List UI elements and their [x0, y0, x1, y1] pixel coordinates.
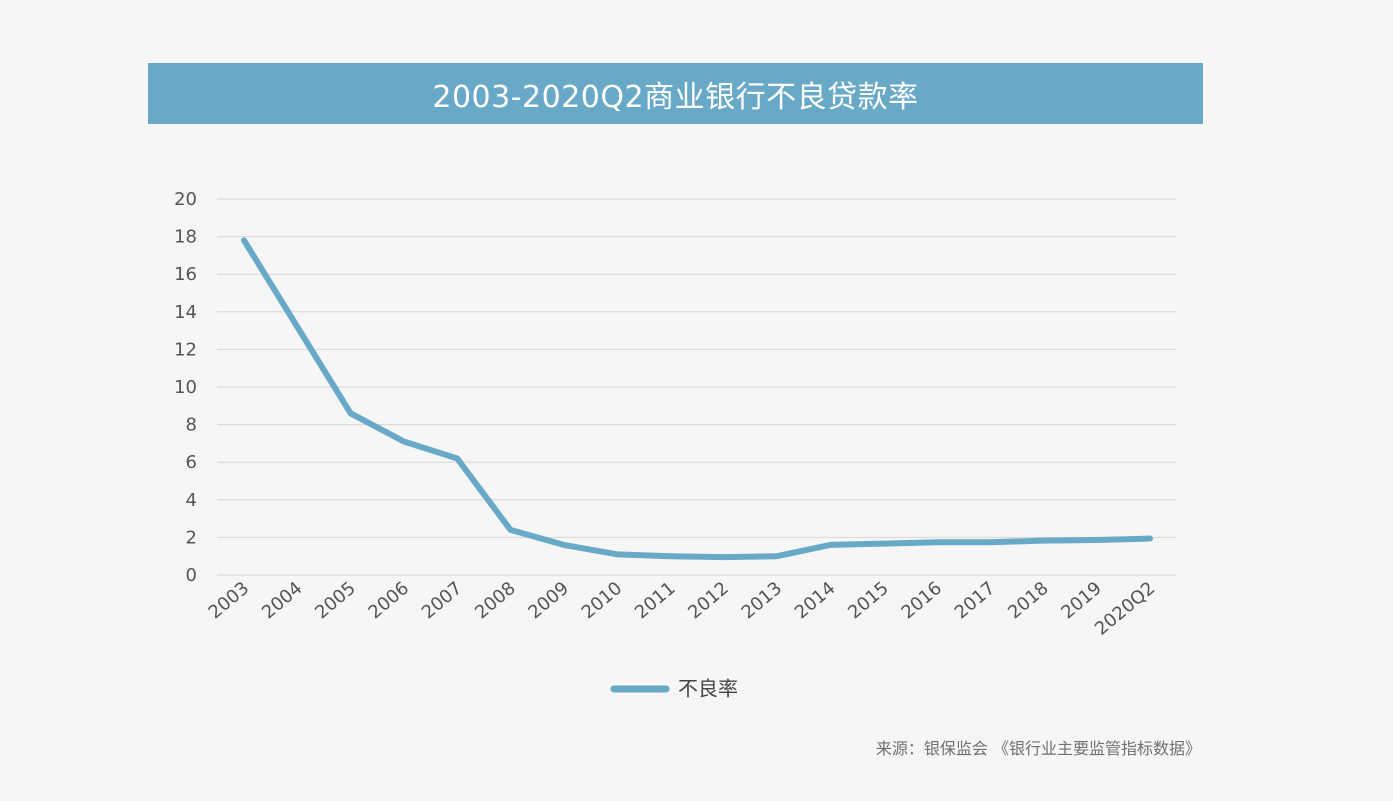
y-tick-label: 2 — [186, 527, 197, 548]
y-tick-label: 0 — [186, 565, 197, 586]
x-tick-label: 2017 — [951, 578, 1000, 624]
x-tick-label: 2011 — [631, 578, 680, 624]
x-tick-label: 2006 — [365, 578, 414, 624]
x-tick-label: 2018 — [1004, 578, 1053, 624]
x-tick-label: 2014 — [791, 578, 840, 624]
x-tick-label: 2007 — [418, 578, 467, 624]
x-tick-label: 2015 — [844, 578, 893, 624]
x-tick-label: 2004 — [258, 578, 307, 624]
y-tick-label: 4 — [186, 490, 197, 511]
source-note: 来源：银保监会 《银行业主要监管指标数据》 — [875, 739, 1201, 758]
y-tick-label: 18 — [174, 227, 197, 248]
x-tick-label: 2020Q2 — [1091, 578, 1159, 640]
y-tick-label: 12 — [174, 339, 197, 360]
y-tick-label: 16 — [174, 264, 197, 285]
x-tick-label: 2012 — [684, 578, 733, 624]
x-tick-label: 2016 — [897, 578, 946, 624]
y-tick-label: 6 — [186, 452, 197, 473]
x-tick-label: 2013 — [738, 578, 787, 624]
y-tick-label: 20 — [174, 189, 197, 210]
x-tick-label: 2009 — [524, 578, 573, 624]
y-tick-label: 8 — [186, 415, 197, 436]
series-line — [241, 237, 1153, 561]
x-tick-label: 2008 — [471, 578, 520, 624]
x-tick-label: 2003 — [205, 578, 254, 624]
chart-title: 2003-2020Q2商业银行不良贷款率 — [148, 63, 1203, 124]
legend-label: 不良率 — [678, 677, 738, 701]
y-tick-label: 10 — [174, 377, 197, 398]
x-tick-label: 2010 — [578, 578, 627, 624]
x-tick-label: 2005 — [311, 578, 360, 624]
y-tick-label: 14 — [174, 302, 197, 323]
